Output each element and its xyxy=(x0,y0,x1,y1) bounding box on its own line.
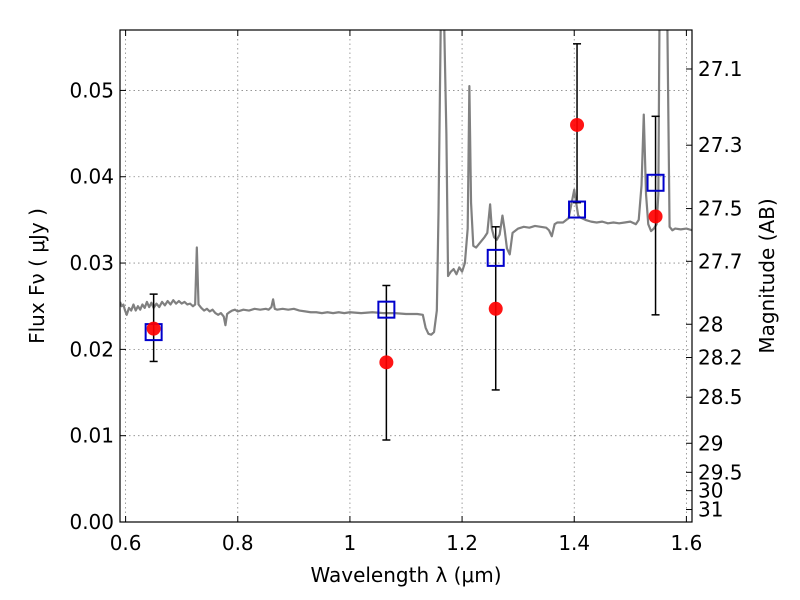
y-axis-label-right: Magnitude (AB) xyxy=(755,198,779,353)
circle-marker xyxy=(570,117,585,132)
x-tick-label: 1.6 xyxy=(670,531,702,555)
mag-tick-label: 29.5 xyxy=(698,460,743,484)
y-tick-label: 0.04 xyxy=(69,165,114,189)
square-marker xyxy=(377,300,396,319)
mag-tick-label: 27.3 xyxy=(698,133,743,157)
grid xyxy=(120,30,692,522)
circle-marker xyxy=(648,209,663,224)
x-tick-label: 0.8 xyxy=(222,531,254,555)
square-marker xyxy=(646,173,665,192)
mag-tick-label: 31 xyxy=(698,498,723,522)
circle-marker xyxy=(379,355,394,370)
square-marker xyxy=(486,248,505,267)
x-tick-label: 1.2 xyxy=(446,531,478,555)
mag-tick-label: 27.5 xyxy=(698,197,743,221)
mag-tick-label: 29 xyxy=(698,431,723,455)
mag-tick-label: 28.5 xyxy=(698,385,743,409)
y-axis-label-left: Flux Fν ( μJy ) xyxy=(25,208,49,344)
y-tick-label: 0.03 xyxy=(69,251,114,275)
y-tick-label: 0.01 xyxy=(69,424,114,448)
mag-tick-label: 30 xyxy=(698,479,723,503)
spectrum-layer xyxy=(120,30,692,336)
spectrum-line xyxy=(120,30,692,336)
marker-layer xyxy=(144,117,665,370)
mag-tick-label: 27.1 xyxy=(698,57,743,81)
plot-frame xyxy=(119,29,693,523)
y-tick-label: 0.05 xyxy=(69,78,114,102)
axes: 0.6 0.8 1 1.2 1.4 1.6 0.00 0.01 0.02 0.03 0.04 0.05… xyxy=(69,30,743,555)
mag-tick-label: 28.2 xyxy=(698,346,743,370)
mag-tick-label: 27.7 xyxy=(698,249,743,273)
circle-marker xyxy=(488,301,503,316)
x-tick-label: 1.4 xyxy=(558,531,590,555)
y-tick-label: 0.00 xyxy=(69,510,114,534)
errorbar-layer xyxy=(149,43,660,441)
x-axis-label: Wavelength λ (μm) xyxy=(310,563,501,587)
circle-marker xyxy=(146,321,161,336)
mag-tick-label: 28 xyxy=(698,312,723,336)
x-tick-label: 0.6 xyxy=(110,531,142,555)
x-tick-label: 1 xyxy=(344,531,357,555)
square-marker xyxy=(568,200,587,219)
y-tick-label: 0.02 xyxy=(69,337,114,361)
